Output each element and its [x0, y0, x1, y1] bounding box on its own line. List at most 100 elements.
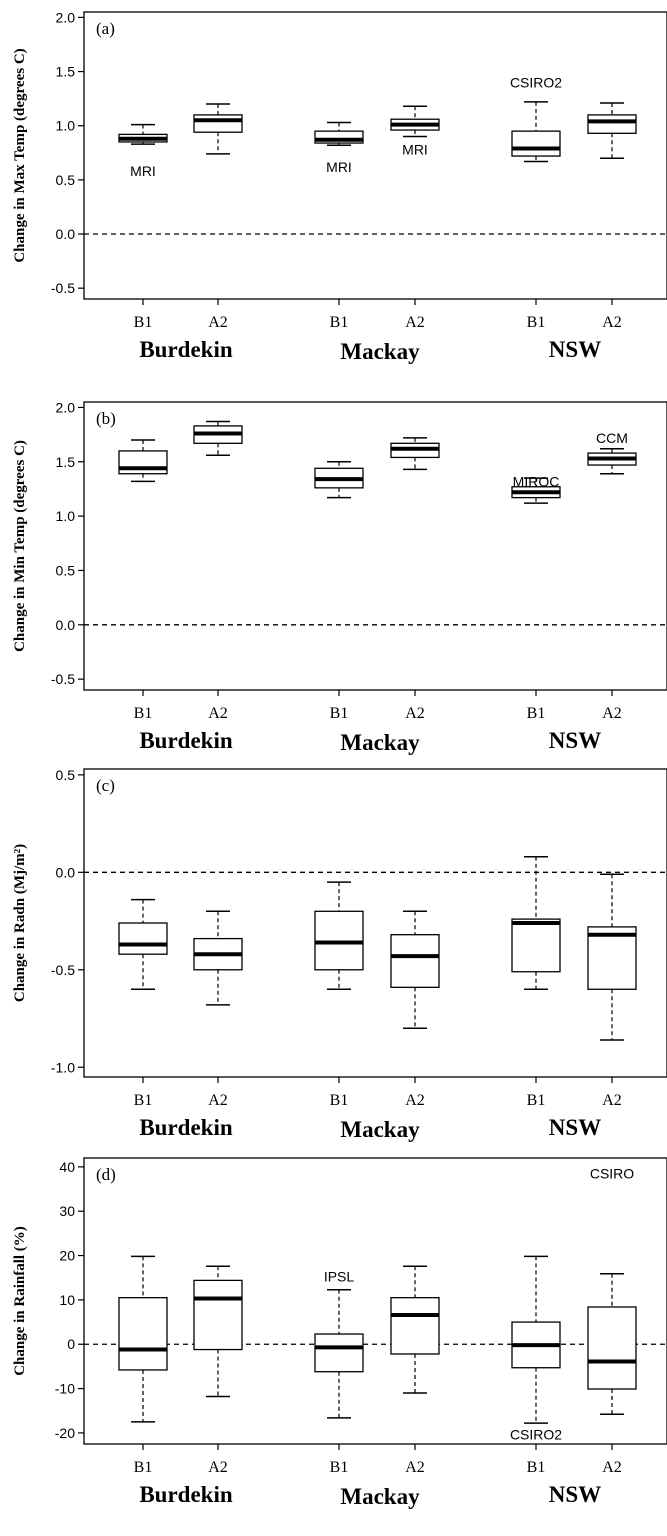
y-tick-label: 2.0	[56, 399, 76, 415]
box-nsw-a2	[587, 447, 637, 475]
y-tick-label: 20	[59, 1248, 75, 1264]
x-tick-label: B1	[527, 705, 546, 722]
box-mackay-b1	[314, 1288, 364, 1419]
x-tick-label: A2	[405, 1092, 425, 1109]
panel-a: -0.5 0.0 0.5 1.0 1.5 2.0 Change in Max Temp (d…	[12, 9, 667, 364]
y-tick-label: 10	[59, 1292, 75, 1308]
y-tick-label: -0.5	[51, 962, 75, 978]
y-tick-label: 1.0	[56, 118, 76, 134]
y-tick-label: -1.0	[51, 1059, 75, 1075]
y-tick-label: 0.0	[56, 226, 76, 242]
iqr-box	[390, 1297, 440, 1355]
x-tick-label: B1	[527, 1092, 546, 1109]
x-tick-label: A2	[602, 705, 622, 722]
x-tick-label: A2	[405, 314, 425, 331]
box-burdekin-b1	[118, 1255, 168, 1423]
box-nsw-b1	[511, 477, 561, 504]
box-mackay-a2	[390, 105, 440, 138]
plot-frame	[83, 401, 667, 691]
panel-c: -1.0 -0.5 0.0 0.5 Change in Radn (Mj/m²) (c) B…	[12, 767, 667, 1142]
group-label-mackay: Mackay	[340, 1484, 420, 1509]
x-tick-label: B1	[134, 705, 153, 722]
box-burdekin-a2	[193, 1265, 243, 1398]
model-annotation: MIROC	[513, 473, 560, 489]
y-tick-label: 0.5	[56, 562, 76, 578]
x-tick-label: A2	[208, 1459, 228, 1476]
box-nsw-a2	[587, 1272, 637, 1416]
iqr-box	[511, 130, 561, 157]
model-annotation: MRI	[402, 142, 428, 158]
panel-b: -0.5 0.0 0.5 1.0 1.5 2.0 Change in Min Temp (d…	[12, 399, 667, 755]
x-tick-label: A2	[602, 1459, 622, 1476]
x-tick-label: B1	[330, 314, 349, 331]
box-burdekin-a2	[193, 910, 243, 1006]
iqr-box	[193, 114, 243, 133]
model-annotation: IPSL	[324, 1268, 355, 1284]
x-tick-label: A2	[208, 705, 228, 722]
model-annotation: CSIRO	[590, 1166, 634, 1182]
group-label-mackay: Mackay	[340, 339, 420, 364]
plot-frame	[83, 1157, 667, 1445]
group-label-mackay: Mackay	[340, 730, 420, 755]
x-tick-label: A2	[602, 314, 622, 331]
iqr-box	[390, 934, 440, 988]
y-tick-label: 1.5	[56, 454, 76, 470]
group-label-nsw: NSW	[549, 728, 601, 753]
panel-tag: (a)	[96, 19, 115, 38]
y-tick-label: 1.0	[56, 508, 76, 524]
box-burdekin-a2	[193, 420, 243, 457]
group-label-burdekin: Burdekin	[139, 1482, 233, 1507]
x-tick-label: A2	[405, 1459, 425, 1476]
iqr-box	[118, 1297, 168, 1371]
y-tick-label: -0.5	[51, 671, 75, 687]
y-tick-label: -0.5	[51, 280, 75, 296]
box-nsw-b1	[511, 1255, 561, 1424]
y-tick-label: 2.0	[56, 9, 76, 25]
panel-d: -20 -10 0 10 20 30 40 Change in Rainfall (%) (d)…	[12, 1157, 667, 1509]
x-tick-label: B1	[134, 1459, 153, 1476]
box-nsw-b1	[511, 101, 561, 163]
group-label-nsw: NSW	[549, 1115, 601, 1140]
model-annotation: MRI	[326, 159, 352, 175]
x-tick-label: A2	[405, 705, 425, 722]
iqr-box	[118, 922, 168, 955]
iqr-box	[118, 450, 168, 475]
box-mackay-a2	[390, 437, 440, 471]
x-tick-label: A2	[602, 1092, 622, 1109]
iqr-box	[314, 1333, 364, 1373]
panel-tag: (d)	[96, 1165, 116, 1184]
y-tick-label: 0.5	[56, 767, 76, 783]
y-tick-label: 1.5	[56, 64, 76, 80]
x-tick-label: B1	[330, 1092, 349, 1109]
model-annotation: CSIRO2	[510, 1427, 562, 1443]
box-burdekin-b1	[118, 439, 168, 483]
x-tick-label: B1	[330, 1459, 349, 1476]
box-nsw-a2	[587, 102, 637, 159]
x-tick-label: B1	[330, 705, 349, 722]
model-annotation: MRI	[130, 163, 156, 179]
iqr-box	[314, 130, 364, 144]
y-axis-label: Change in Radn (Mj/m²)	[12, 844, 28, 1002]
y-tick-label: 0.0	[56, 864, 76, 880]
y-tick-label: -10	[55, 1381, 75, 1397]
y-tick-label: 0.5	[56, 172, 76, 188]
box-mackay-b1	[314, 121, 364, 146]
iqr-box	[587, 114, 637, 134]
box-mackay-b1	[314, 881, 364, 991]
box-nsw-b1	[511, 855, 561, 991]
y-tick-label: 0.0	[56, 617, 76, 633]
panel-tag: (c)	[96, 776, 115, 795]
x-tick-label: A2	[208, 1092, 228, 1109]
iqr-box	[193, 1279, 243, 1351]
y-axis-label: Change in Max Temp (degrees C)	[12, 48, 28, 262]
y-axis-label: Change in Rainfall (%)	[12, 1226, 28, 1376]
plot-frame	[83, 768, 667, 1078]
y-axis-label: Change in Min Temp (degrees C)	[12, 440, 28, 652]
x-tick-label: A2	[208, 314, 228, 331]
x-tick-label: B1	[527, 314, 546, 331]
group-label-burdekin: Burdekin	[139, 1115, 233, 1140]
model-annotation: CCM	[596, 430, 628, 446]
group-label-nsw: NSW	[549, 1482, 601, 1507]
group-label-burdekin: Burdekin	[139, 337, 233, 362]
